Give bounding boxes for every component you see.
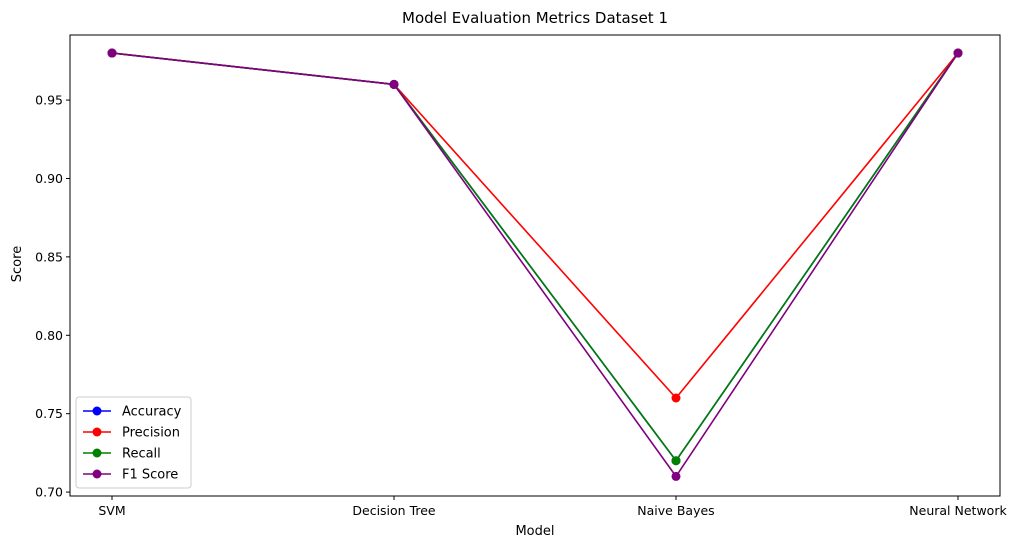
x-axis-label: Model [515, 524, 554, 539]
legend-marker-f1-score [92, 469, 102, 479]
y-tick-label: 0.70 [35, 485, 63, 500]
x-tick-label: Decision Tree [352, 503, 436, 518]
plot-area: 0.70 0.75 0.80 0.85 0.90 0.95 SVM Decision Tree… [35, 34, 1007, 518]
y-axis-label: Score [10, 246, 25, 282]
series-line-recall [111, 52, 959, 462]
legend-marker-accuracy [92, 406, 102, 416]
y-tick-label: 0.75 [35, 406, 63, 421]
y-tick-label: 0.90 [35, 171, 63, 186]
data-point-f1-score [389, 79, 399, 89]
series-line-f1-score [111, 52, 959, 478]
series-line-precision [111, 52, 959, 399]
plot-frame [69, 34, 1001, 497]
legend-marker-precision [92, 427, 102, 437]
data-point-precision [671, 393, 681, 403]
data-point-f1-score [107, 48, 117, 58]
x-tick-label: Neural Network [909, 503, 1007, 518]
x-tick-label: Naive Bayes [637, 503, 714, 518]
y-tick-label: 0.95 [35, 93, 63, 108]
x-tick-label: SVM [98, 503, 125, 518]
y-tick-label: 0.80 [35, 328, 63, 343]
legend-label-precision: Precision [122, 426, 180, 441]
chart-title: Model Evaluation Metrics Dataset 1 [402, 9, 668, 27]
y-tick-label: 0.85 [35, 249, 63, 264]
legend-marker-recall [92, 448, 102, 458]
legend-label-recall: Recall [122, 447, 161, 462]
data-point-f1-score [671, 471, 681, 481]
legend-box [75, 396, 192, 489]
legend-label-accuracy: Accuracy [122, 405, 182, 420]
series-line-accuracy [111, 52, 959, 462]
data-point-f1-score [953, 48, 963, 58]
legend-label-f1-score: F1 Score [122, 468, 178, 483]
data-point-recall [671, 456, 681, 466]
